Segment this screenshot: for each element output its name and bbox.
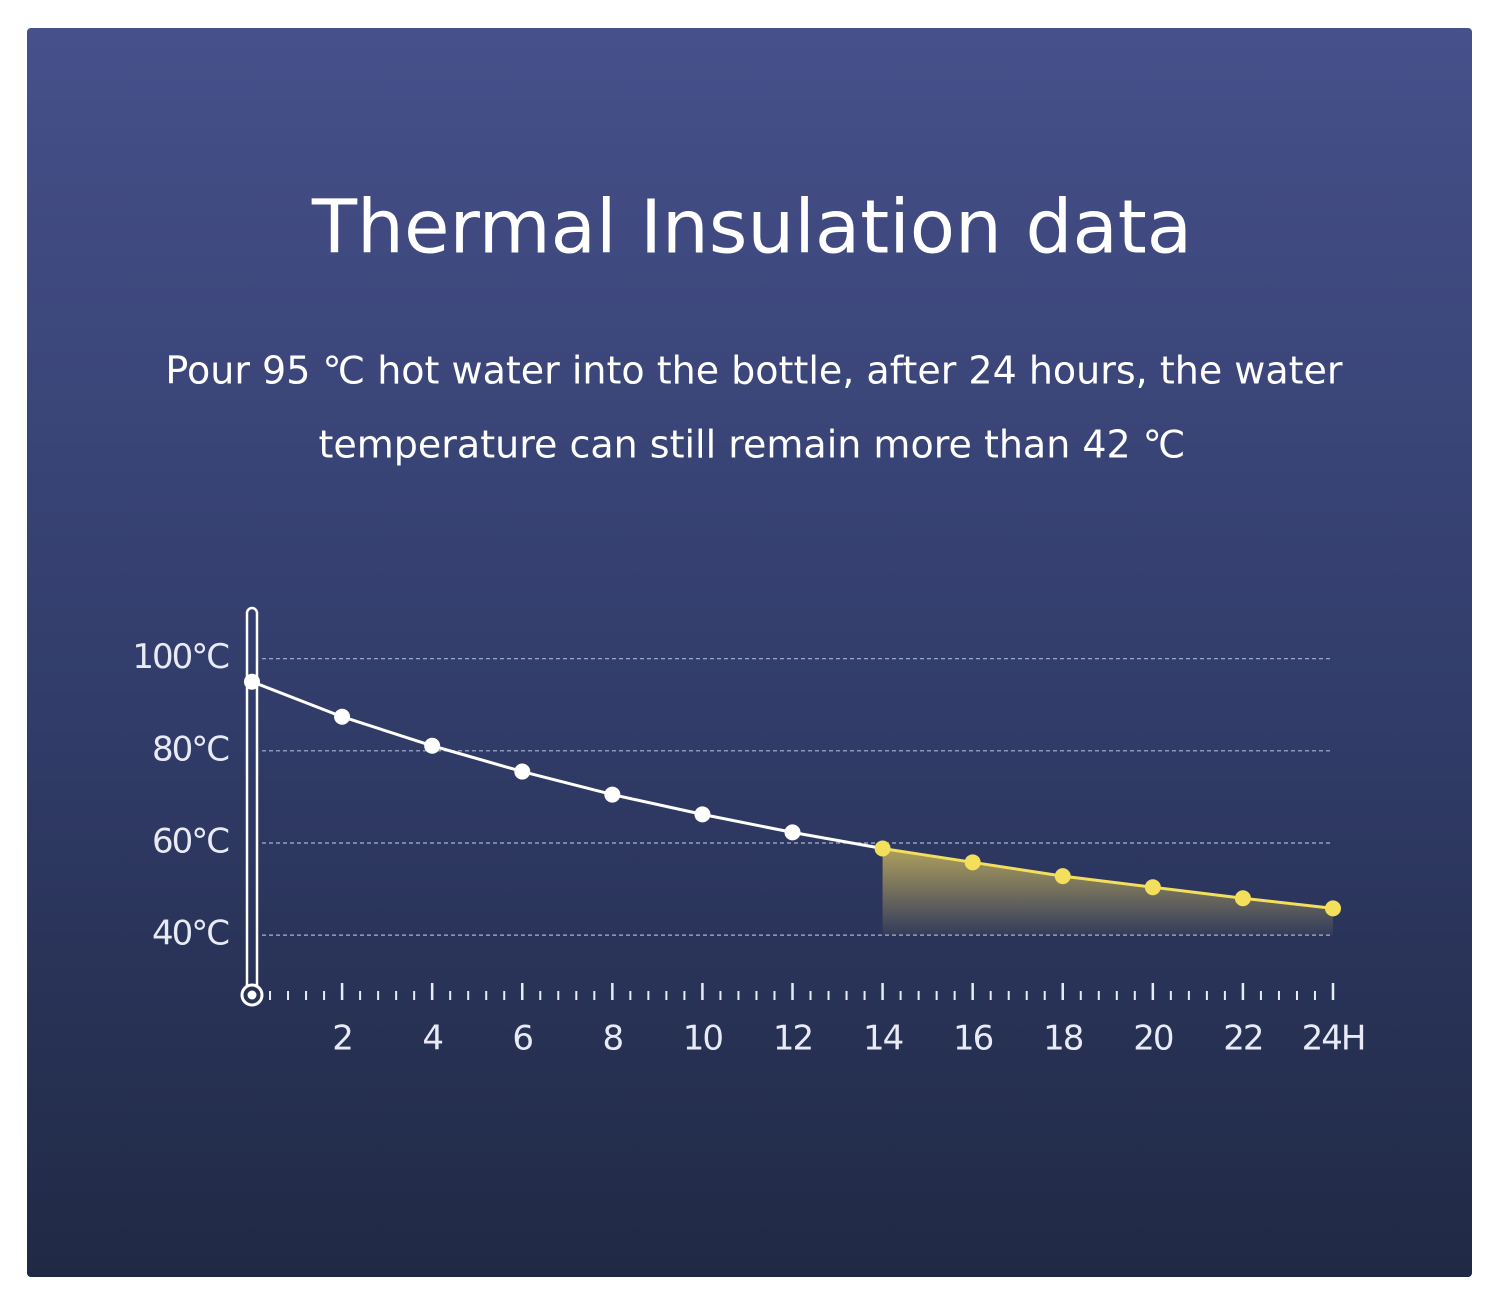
point bbox=[1234, 890, 1251, 907]
point bbox=[514, 763, 531, 780]
axis-origin-dot bbox=[247, 990, 257, 1000]
line bbox=[882, 847, 1334, 910]
x-tick-label: 4 bbox=[422, 1019, 442, 1059]
x-tick-label: 16 bbox=[953, 1019, 993, 1059]
x-tick-label: 18 bbox=[1043, 1019, 1083, 1059]
point bbox=[1054, 868, 1071, 885]
plot: 40°C 60°C 80°C 100°C 2 4 6 8 10 12 14 16 18 20 22 24H bbox=[132, 606, 1366, 1059]
x-tick-label: 8 bbox=[603, 1019, 623, 1059]
y-tick-label: 60°C bbox=[152, 821, 228, 861]
point bbox=[604, 786, 621, 803]
line bbox=[251, 680, 883, 850]
point bbox=[334, 708, 351, 725]
point bbox=[424, 737, 441, 754]
subtitle-line: Pour 95 ℃ hot water into the bottle, aft… bbox=[165, 349, 1343, 393]
x-tick-label: 10 bbox=[683, 1019, 723, 1059]
point bbox=[874, 840, 891, 857]
chart-title: Thermal Insulation data bbox=[311, 185, 1192, 271]
point bbox=[964, 854, 981, 871]
x-tick-label: 2 bbox=[332, 1019, 352, 1059]
y-tick-label: 80°C bbox=[152, 729, 228, 769]
subtitle-line: temperature can still remain more than 4… bbox=[319, 423, 1186, 467]
point bbox=[784, 824, 801, 841]
point bbox=[1325, 900, 1341, 917]
y-tick-label: 40°C bbox=[152, 914, 228, 954]
x-tick-label: 24H bbox=[1302, 1019, 1365, 1059]
point bbox=[694, 806, 711, 823]
x-tick-label: 20 bbox=[1133, 1019, 1173, 1059]
x-tick-label: 6 bbox=[512, 1019, 532, 1059]
point bbox=[1144, 879, 1161, 896]
panel bbox=[27, 28, 1472, 1277]
point bbox=[244, 673, 260, 690]
x-tick-label: 12 bbox=[773, 1019, 812, 1059]
x-tick-label: 14 bbox=[863, 1019, 903, 1059]
highlight-area bbox=[882, 848, 1333, 936]
x-tick-label: 22 bbox=[1223, 1019, 1262, 1059]
y-tick-label: 100°C bbox=[132, 637, 228, 677]
